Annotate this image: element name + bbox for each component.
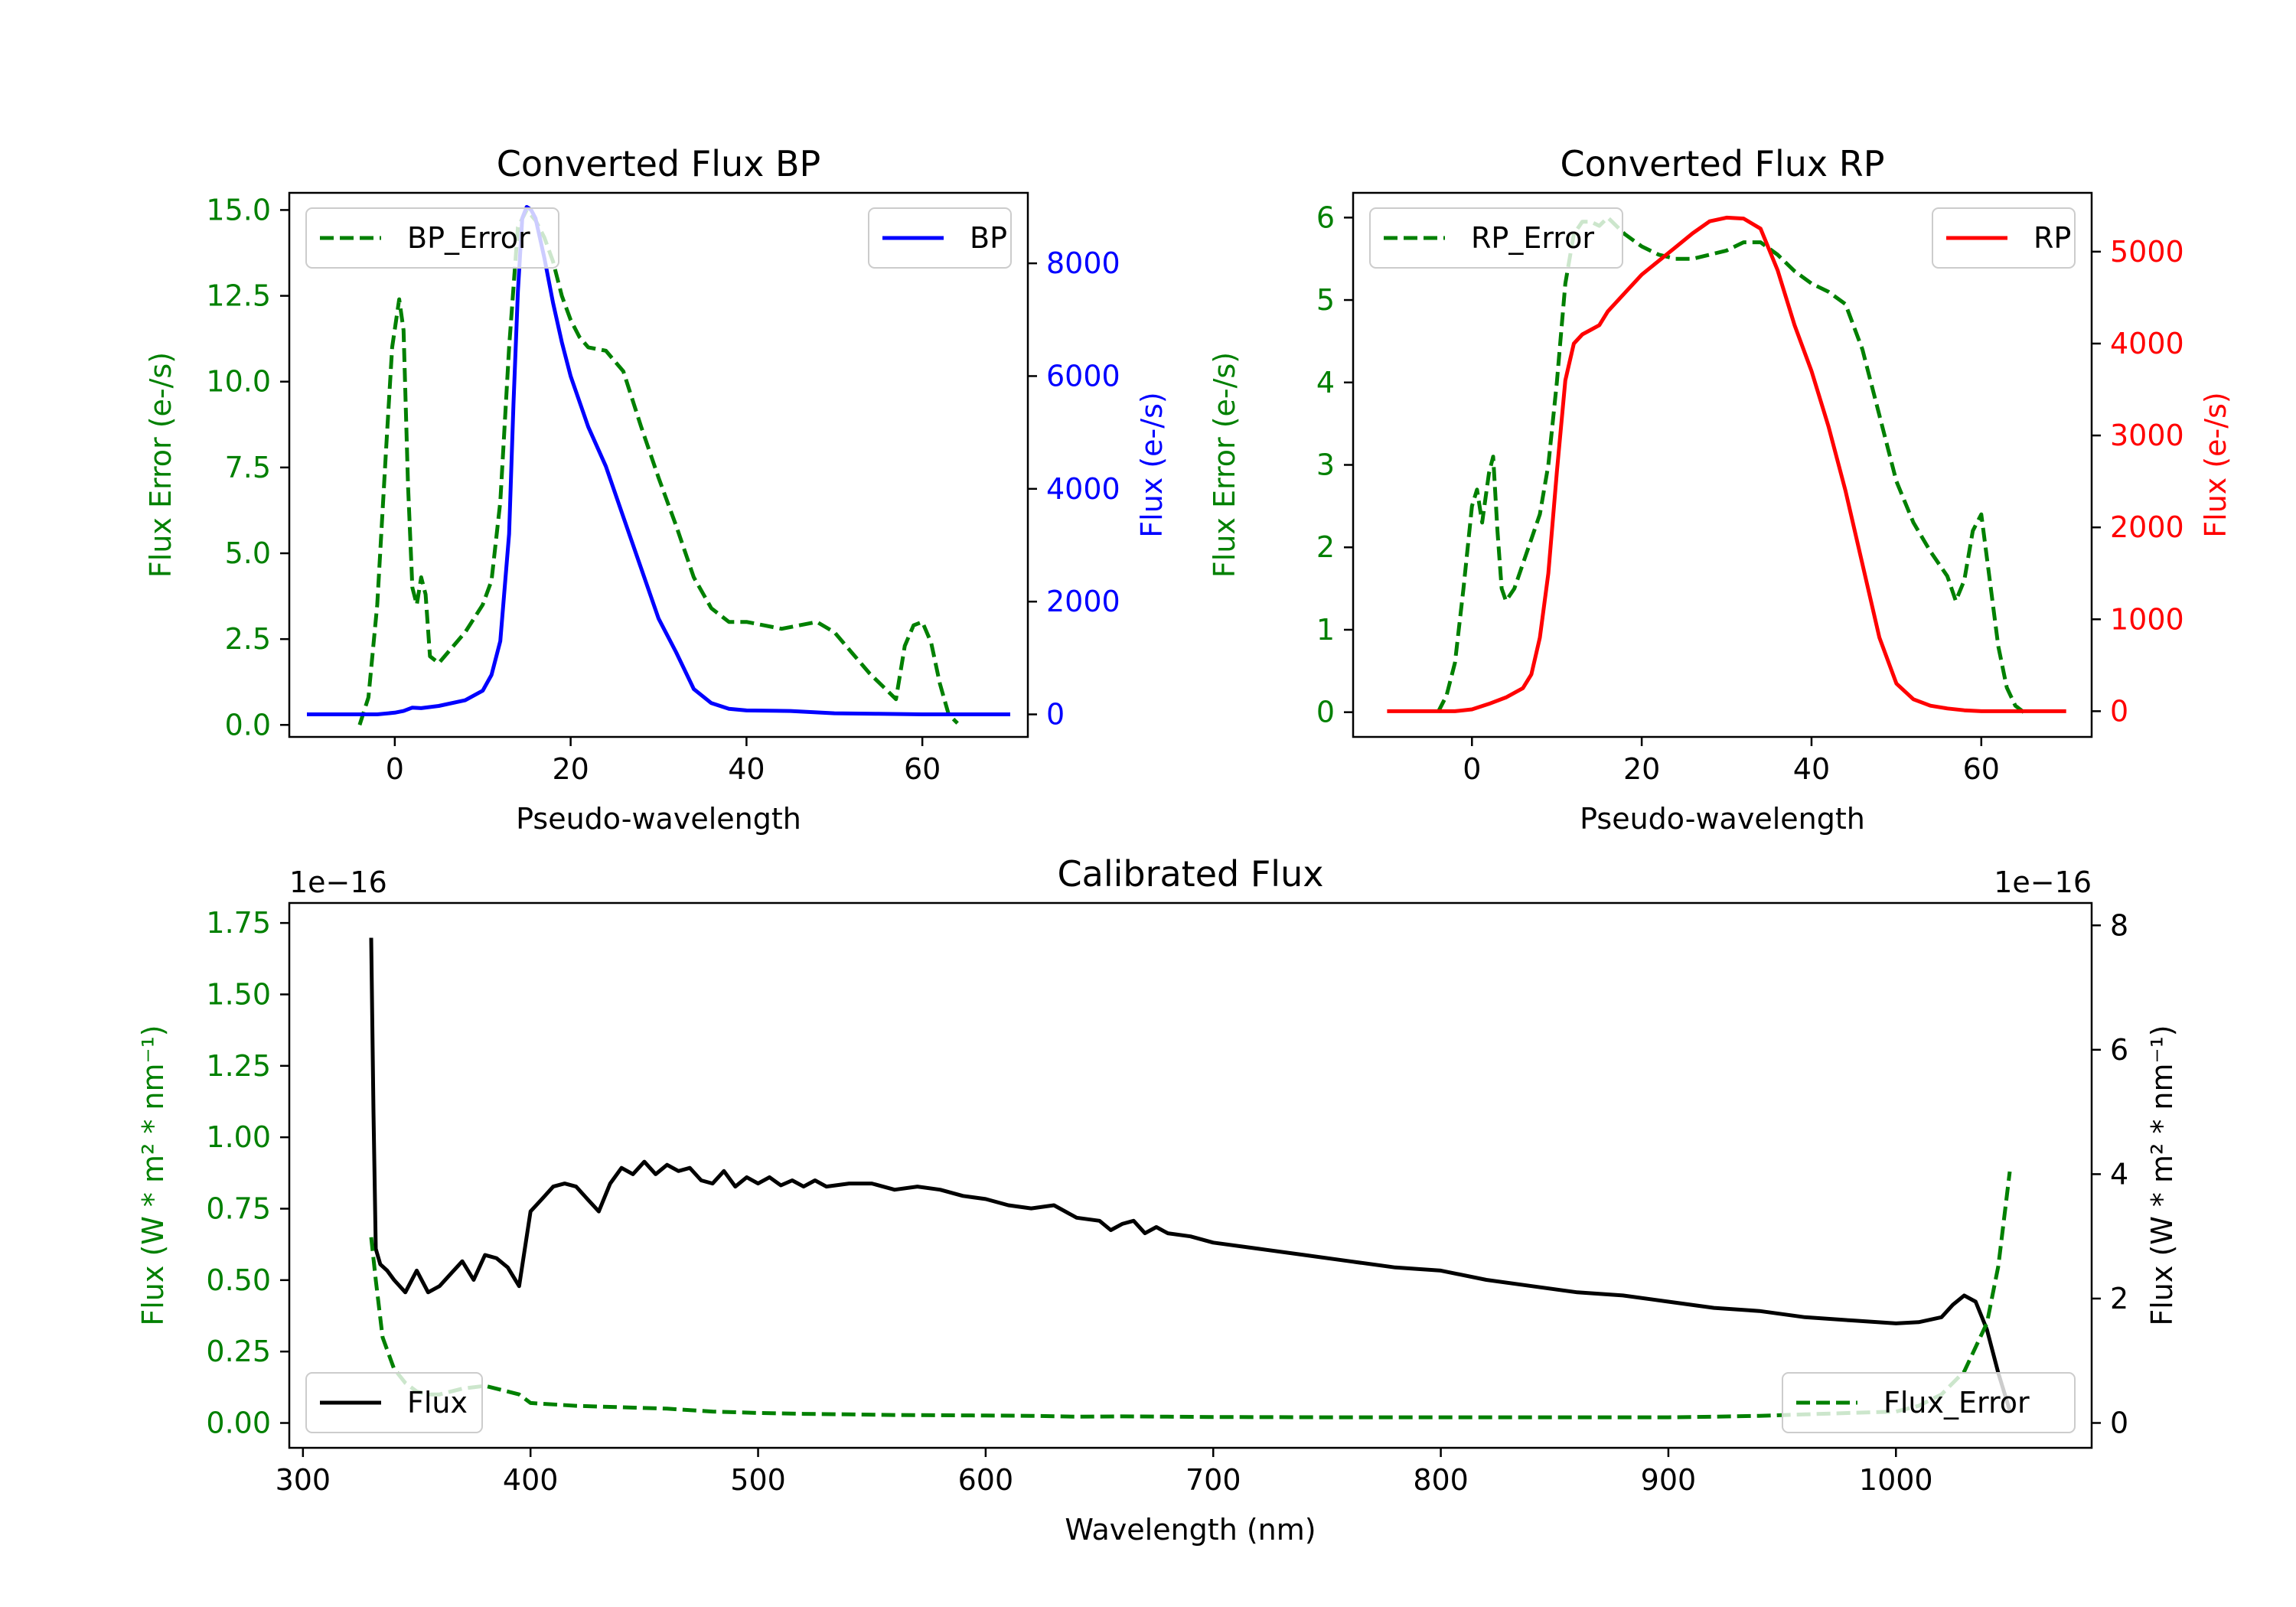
x-tick-label: 0 [386, 752, 404, 786]
y-left-tick-label: 5 [1316, 283, 1335, 317]
y-right-tick-label: 4000 [1046, 472, 1120, 506]
y-left-tick-label: 15.0 [206, 193, 271, 227]
y-right-tick-label: 2000 [2110, 510, 2184, 544]
y-right-tick-label: 0 [2110, 694, 2128, 728]
legend-bp-flux: BP [868, 207, 1012, 269]
y-left-tick-label: 0.75 [206, 1191, 271, 1225]
x-tick-label: 700 [1186, 1463, 1241, 1497]
series-line-rp [1387, 215, 2066, 713]
legend-label: BP [970, 221, 1007, 255]
series-line-rp-error [1436, 215, 2025, 714]
x-tick-label: 400 [503, 1463, 559, 1497]
x-tick-label: 1000 [1859, 1463, 1933, 1497]
y-left-axis-label: Flux Error (e-/s) [144, 352, 178, 578]
y-left-tick-label: 1.00 [206, 1120, 271, 1154]
legend-label: Flux_Error [1883, 1386, 2030, 1420]
y-left-tick-label: 1.50 [206, 977, 271, 1011]
legend-box [305, 1372, 483, 1433]
y-left-tick-label: 3 [1316, 448, 1335, 482]
x-axis-label: Pseudo-wavelength [1580, 802, 1865, 836]
chart-bp: 0 20 40 60 0.0 2.5 5.0 7.5 10.0 12.5 15.0 0 2000 4000… [144, 143, 1169, 836]
y-left-tick-label: 6 [1316, 200, 1335, 234]
legend-cal-flux: Flux [305, 1372, 483, 1433]
series-line-bp-error [357, 207, 959, 726]
y-right-tick-label: 5000 [2110, 235, 2184, 269]
y-left-axis-label: Flux (W * m² * nm⁻¹) [136, 1025, 170, 1325]
y-right-axis-label: Flux (W * m² * nm⁻¹) [2145, 1025, 2179, 1325]
y-right-tick-label: 4000 [2110, 327, 2184, 360]
y-left-tick-label: 1 [1316, 613, 1335, 647]
y-left-tick-label: 1.75 [206, 906, 271, 940]
y-right-tick-label: 3000 [2110, 419, 2184, 452]
y-right-axis-label: Flux (e-/s) [1135, 392, 1169, 537]
y-right-tick-label: 2000 [1046, 585, 1120, 618]
y-left-tick-label: 10.0 [206, 365, 271, 399]
y-left-tick-label: 2.5 [225, 622, 271, 656]
y-left-tick-label: 0 [1316, 696, 1335, 729]
plot-frame [288, 901, 2093, 1449]
x-tick-label: 40 [728, 752, 765, 786]
x-tick-label: 40 [1793, 752, 1830, 786]
x-tick-label: 500 [730, 1463, 786, 1497]
legend-cal-flux-error: Flux_Error [1782, 1372, 2076, 1433]
chart-title: Converted Flux RP [1561, 143, 1885, 184]
y-left-tick-label: 12.5 [206, 279, 271, 313]
y-left-tick-label: 0.00 [206, 1407, 271, 1440]
y-right-tick-label: 1000 [2110, 602, 2184, 636]
y-right-axis-label: Flux (e-/s) [2199, 392, 2232, 537]
x-axis-label: Wavelength (nm) [1065, 1513, 1316, 1547]
y-left-tick-label: 0.25 [206, 1335, 271, 1368]
chart-cal: 300 400 500 600 700 800 900 1000 0.00 0.25 0.50 0.7… [136, 853, 2179, 1547]
x-tick-label: 300 [276, 1463, 331, 1497]
y-left-tick-label: 1.25 [206, 1049, 271, 1083]
y-left-tick-label: 0.50 [206, 1263, 271, 1297]
x-tick-label: 60 [904, 752, 941, 786]
x-tick-label: 800 [1413, 1463, 1469, 1497]
y-right-tick-label: 2 [2110, 1282, 2128, 1315]
legend-bp-error: BP_Error [305, 207, 559, 269]
chart-title: Calibrated Flux [1058, 853, 1324, 895]
legend-label: RP_Error [1471, 221, 1594, 255]
y-right-tick-label: 4 [2110, 1157, 2128, 1191]
legend-box [1369, 207, 1623, 269]
y-right-tick-label: 8000 [1046, 246, 1120, 280]
x-tick-label: 20 [1623, 752, 1660, 786]
y-left-tick-label: 5.0 [225, 536, 271, 570]
y-right-tick-label: 6000 [1046, 359, 1120, 393]
chart-title: Converted Flux BP [497, 143, 821, 184]
y-right-tick-label: 0 [2110, 1406, 2128, 1439]
x-tick-label: 600 [958, 1463, 1014, 1497]
x-tick-label: 20 [552, 752, 589, 786]
legend-label: BP_Error [407, 221, 530, 255]
series-line-flux [369, 937, 2012, 1411]
x-tick-label: 900 [1641, 1463, 1697, 1497]
legend-label: RP [2033, 221, 2071, 255]
y-left-axis-label: Flux Error (e-/s) [1208, 352, 1241, 578]
y-right-tick-label: 8 [2110, 908, 2128, 942]
legend-rp-flux: RP [1932, 207, 2076, 269]
y-right-tick-label: 6 [2110, 1033, 2128, 1067]
legend-label: Flux [407, 1386, 468, 1420]
x-tick-label: 0 [1463, 752, 1481, 786]
y-left-tick-label: 2 [1316, 530, 1335, 564]
plot-frame [288, 191, 1029, 738]
chart-rp: 0 20 40 600123456010002000300040005000Conve… [1208, 143, 2232, 836]
y-left-offset-label: 1e−16 [289, 865, 387, 899]
y-left-tick-label: 4 [1316, 366, 1335, 399]
y-right-offset-label: 1e−16 [1994, 865, 2092, 899]
y-right-tick-label: 0 [1046, 698, 1065, 732]
y-left-tick-label: 7.5 [225, 451, 271, 484]
y-left-tick-label: 0.0 [225, 708, 271, 742]
x-tick-label: 60 [1963, 752, 2000, 786]
legend-box [1782, 1372, 2076, 1433]
x-axis-label: Pseudo-wavelength [516, 802, 801, 836]
legend-rp-error: RP_Error [1369, 207, 1623, 269]
legend-box [305, 207, 559, 269]
